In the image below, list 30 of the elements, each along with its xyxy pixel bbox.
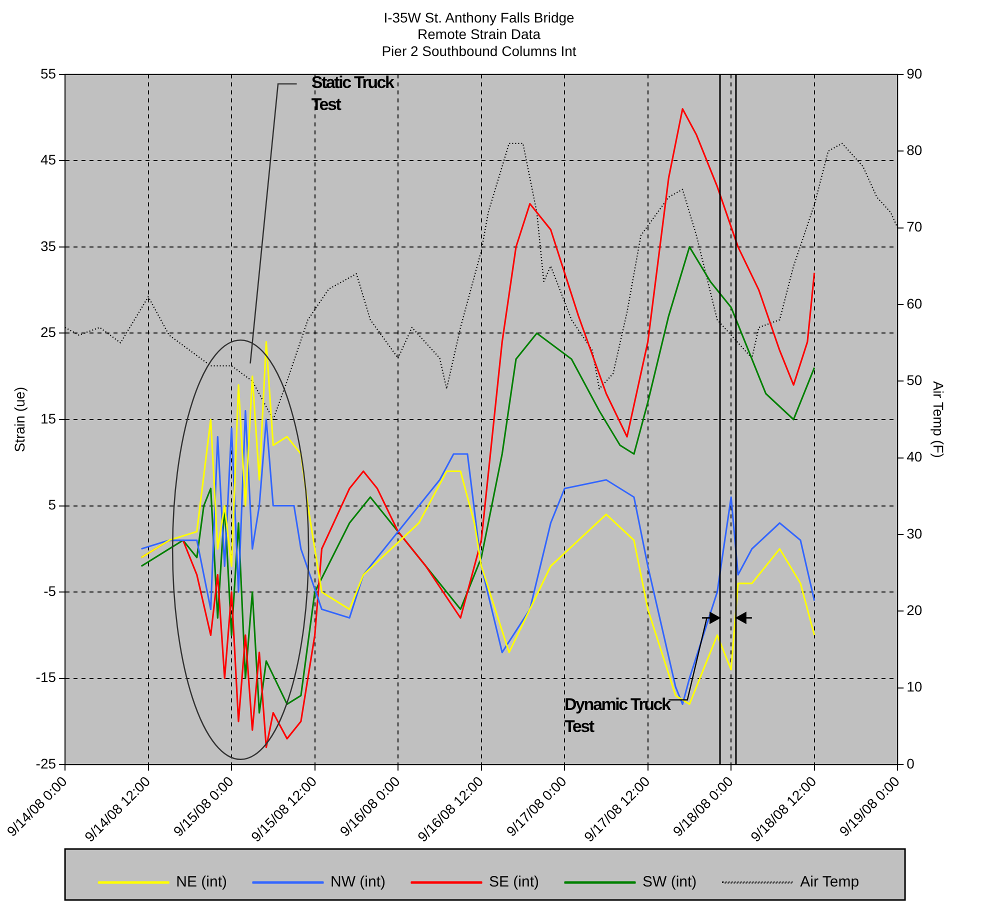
y2-tick-label: 90 xyxy=(906,65,922,82)
y-tick-label: 55 xyxy=(40,65,56,82)
legend-label: SE (int) xyxy=(488,874,540,891)
y2-tick-label: 10 xyxy=(906,678,922,695)
y2-tick-label: 50 xyxy=(906,372,922,388)
y2-tick-label: 70 xyxy=(906,218,922,235)
y-tick-label: 25 xyxy=(40,324,56,340)
y2-tick-label: 30 xyxy=(906,525,922,542)
y-tick-label: -25 xyxy=(36,755,56,772)
legend-label: NE (int) xyxy=(176,874,228,891)
y-tick-label: 35 xyxy=(40,238,56,254)
legend-label: NW (int) xyxy=(330,874,386,891)
legend-label: SW (int) xyxy=(642,874,697,891)
y-tick-label: -5 xyxy=(44,582,56,599)
legend-label: Air Temp xyxy=(800,874,860,891)
y2-tick-label: 80 xyxy=(906,142,922,158)
chart-title: I-35W St. Anthony Falls Bridge xyxy=(384,9,575,26)
y-tick-label: 45 xyxy=(40,152,56,168)
y2-tick-label: 60 xyxy=(906,295,922,312)
annotation: Static Truck Test xyxy=(311,72,395,116)
y2-tick-label: 20 xyxy=(906,602,922,618)
y2-tick-label: 0 xyxy=(906,755,915,772)
y-tick-label: 15 xyxy=(40,410,56,426)
y-tick-label: 5 xyxy=(48,496,56,513)
y2-tick-label: 40 xyxy=(906,448,922,465)
y2-axis-title: Air Temp (F) xyxy=(930,381,947,458)
annotation: Dynamic Truck Test xyxy=(564,694,672,738)
chart-subtitle: Remote Strain Data Pier 2 Southbound Columns Int xyxy=(382,26,576,59)
y-axis-title: Strain (ue) xyxy=(11,386,28,452)
y-tick-label: -15 xyxy=(36,669,56,686)
